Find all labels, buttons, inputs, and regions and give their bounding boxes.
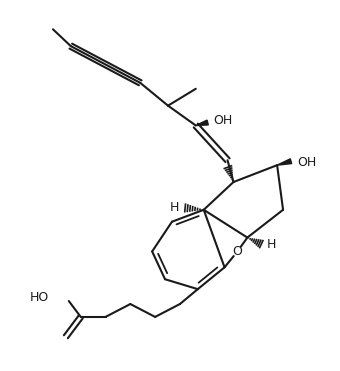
Text: H: H — [267, 238, 276, 251]
Text: H: H — [170, 201, 179, 214]
Text: HO: HO — [30, 290, 49, 303]
Text: OH: OH — [214, 114, 233, 127]
Polygon shape — [277, 159, 292, 165]
Text: O: O — [233, 245, 242, 258]
Text: OH: OH — [297, 156, 316, 169]
Polygon shape — [196, 120, 208, 125]
